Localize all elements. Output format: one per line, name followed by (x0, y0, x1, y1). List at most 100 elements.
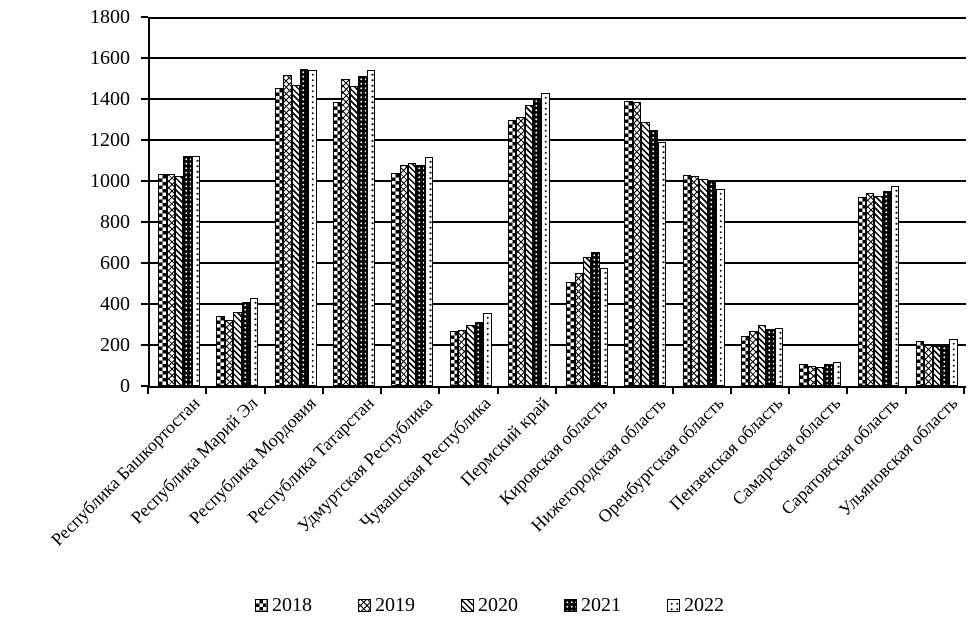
bar-2018 (624, 101, 633, 386)
y-axis-tick (141, 262, 148, 264)
bar-2018 (507, 119, 517, 386)
y-axis-tick (141, 221, 148, 223)
legend-label: 2021 (581, 594, 621, 616)
bar-2021 (241, 301, 250, 386)
legend-label: 2022 (684, 594, 724, 616)
bar-2019 (283, 75, 292, 386)
bar-2022 (949, 338, 958, 386)
bar-2020 (699, 178, 708, 386)
bar-2021 (358, 76, 367, 386)
bar-2021 (416, 164, 425, 386)
y-axis-tick (141, 98, 148, 100)
x-axis-tick (380, 387, 383, 394)
bar-2022 (308, 70, 317, 386)
legend-item: 2021 (564, 594, 621, 616)
bar-2020 (408, 162, 417, 386)
bar-2018 (682, 174, 692, 386)
bar-2022 (250, 297, 259, 386)
bar-2021 (707, 181, 717, 386)
gridline (150, 17, 966, 19)
bar-2020 (641, 121, 650, 386)
bar-2019 (749, 330, 758, 386)
y-axis-tick (141, 180, 148, 182)
bar-group (325, 17, 383, 386)
bar-2022 (599, 268, 609, 386)
bar-2022 (774, 327, 783, 386)
bar-2019 (865, 193, 875, 386)
bar-group (733, 17, 791, 386)
gridline (150, 303, 966, 305)
bar-group (208, 17, 266, 386)
bar-2019 (574, 273, 583, 386)
bar-2018 (216, 316, 225, 386)
bar-2022 (366, 70, 375, 386)
y-axis-tick (141, 303, 148, 305)
bar-2021 (183, 156, 192, 386)
bar-2019 (224, 320, 234, 386)
gridline (150, 57, 966, 59)
y-axis-label: 200 (100, 334, 130, 356)
bar-2021 (533, 97, 542, 386)
bar-2018 (391, 172, 400, 386)
bar-2022 (483, 313, 492, 386)
bar-2019 (516, 117, 525, 386)
x-axis-tick (963, 387, 965, 394)
bar-2018 (857, 197, 866, 386)
checkerboard-legend-marker (255, 598, 268, 612)
legend-item: 2018 (255, 594, 312, 616)
plot-area (148, 17, 966, 388)
bar-group (441, 17, 499, 386)
bar-group (500, 17, 558, 386)
bar-2019 (457, 329, 467, 386)
bar-2022 (191, 156, 201, 386)
bar-2018 (566, 282, 575, 386)
gridline (150, 180, 966, 182)
x-axis-tick (613, 387, 616, 394)
y-axis-label: 800 (100, 211, 130, 233)
gridline (150, 344, 966, 346)
x-axis-tick (321, 387, 324, 394)
x-axis-tick (438, 387, 441, 394)
y-axis-label: 1800 (90, 6, 130, 28)
bar-2022 (424, 157, 434, 386)
gridline (150, 139, 966, 141)
bar-2022 (541, 92, 550, 386)
bar-2021 (824, 364, 833, 386)
bar-2019 (399, 164, 409, 386)
y-axis-tick (141, 16, 148, 18)
legend-item: 2020 (461, 594, 518, 616)
bar-2019 (632, 102, 642, 386)
bar-group (383, 17, 441, 386)
category-label: Самарская область (728, 393, 845, 510)
bar-2018 (449, 330, 458, 386)
bar-2018 (158, 173, 167, 386)
legend-item: 2022 (667, 594, 724, 616)
bar-2021 (649, 129, 658, 386)
bar-2020 (291, 84, 300, 386)
x-axis-tick (205, 387, 208, 394)
bar-2021 (591, 251, 600, 386)
bar-2018 (799, 364, 808, 386)
bar-2020 (874, 196, 883, 386)
x-axis-tick (729, 387, 732, 394)
bar-group (150, 17, 208, 386)
y-axis-label: 400 (100, 293, 130, 315)
y-axis-label: 0 (120, 375, 130, 397)
bar-2020 (932, 346, 941, 386)
bar-2021 (766, 328, 775, 386)
bar-2021 (882, 191, 892, 386)
gridline (150, 221, 966, 223)
y-axis-tick (141, 385, 148, 387)
bar-2018 (274, 87, 284, 386)
legend-label: 2018 (272, 594, 312, 616)
x-axis-tick (147, 387, 149, 394)
bar-2019 (691, 175, 700, 386)
y-axis-tick (141, 139, 148, 141)
gridline (150, 262, 966, 264)
bar-2022 (832, 362, 842, 386)
category-label: Кировская область (495, 393, 612, 509)
bar-2022 (657, 142, 667, 386)
bar-2019 (807, 365, 817, 386)
legend: 2018 2019 2020 2021 2022 (0, 594, 979, 616)
